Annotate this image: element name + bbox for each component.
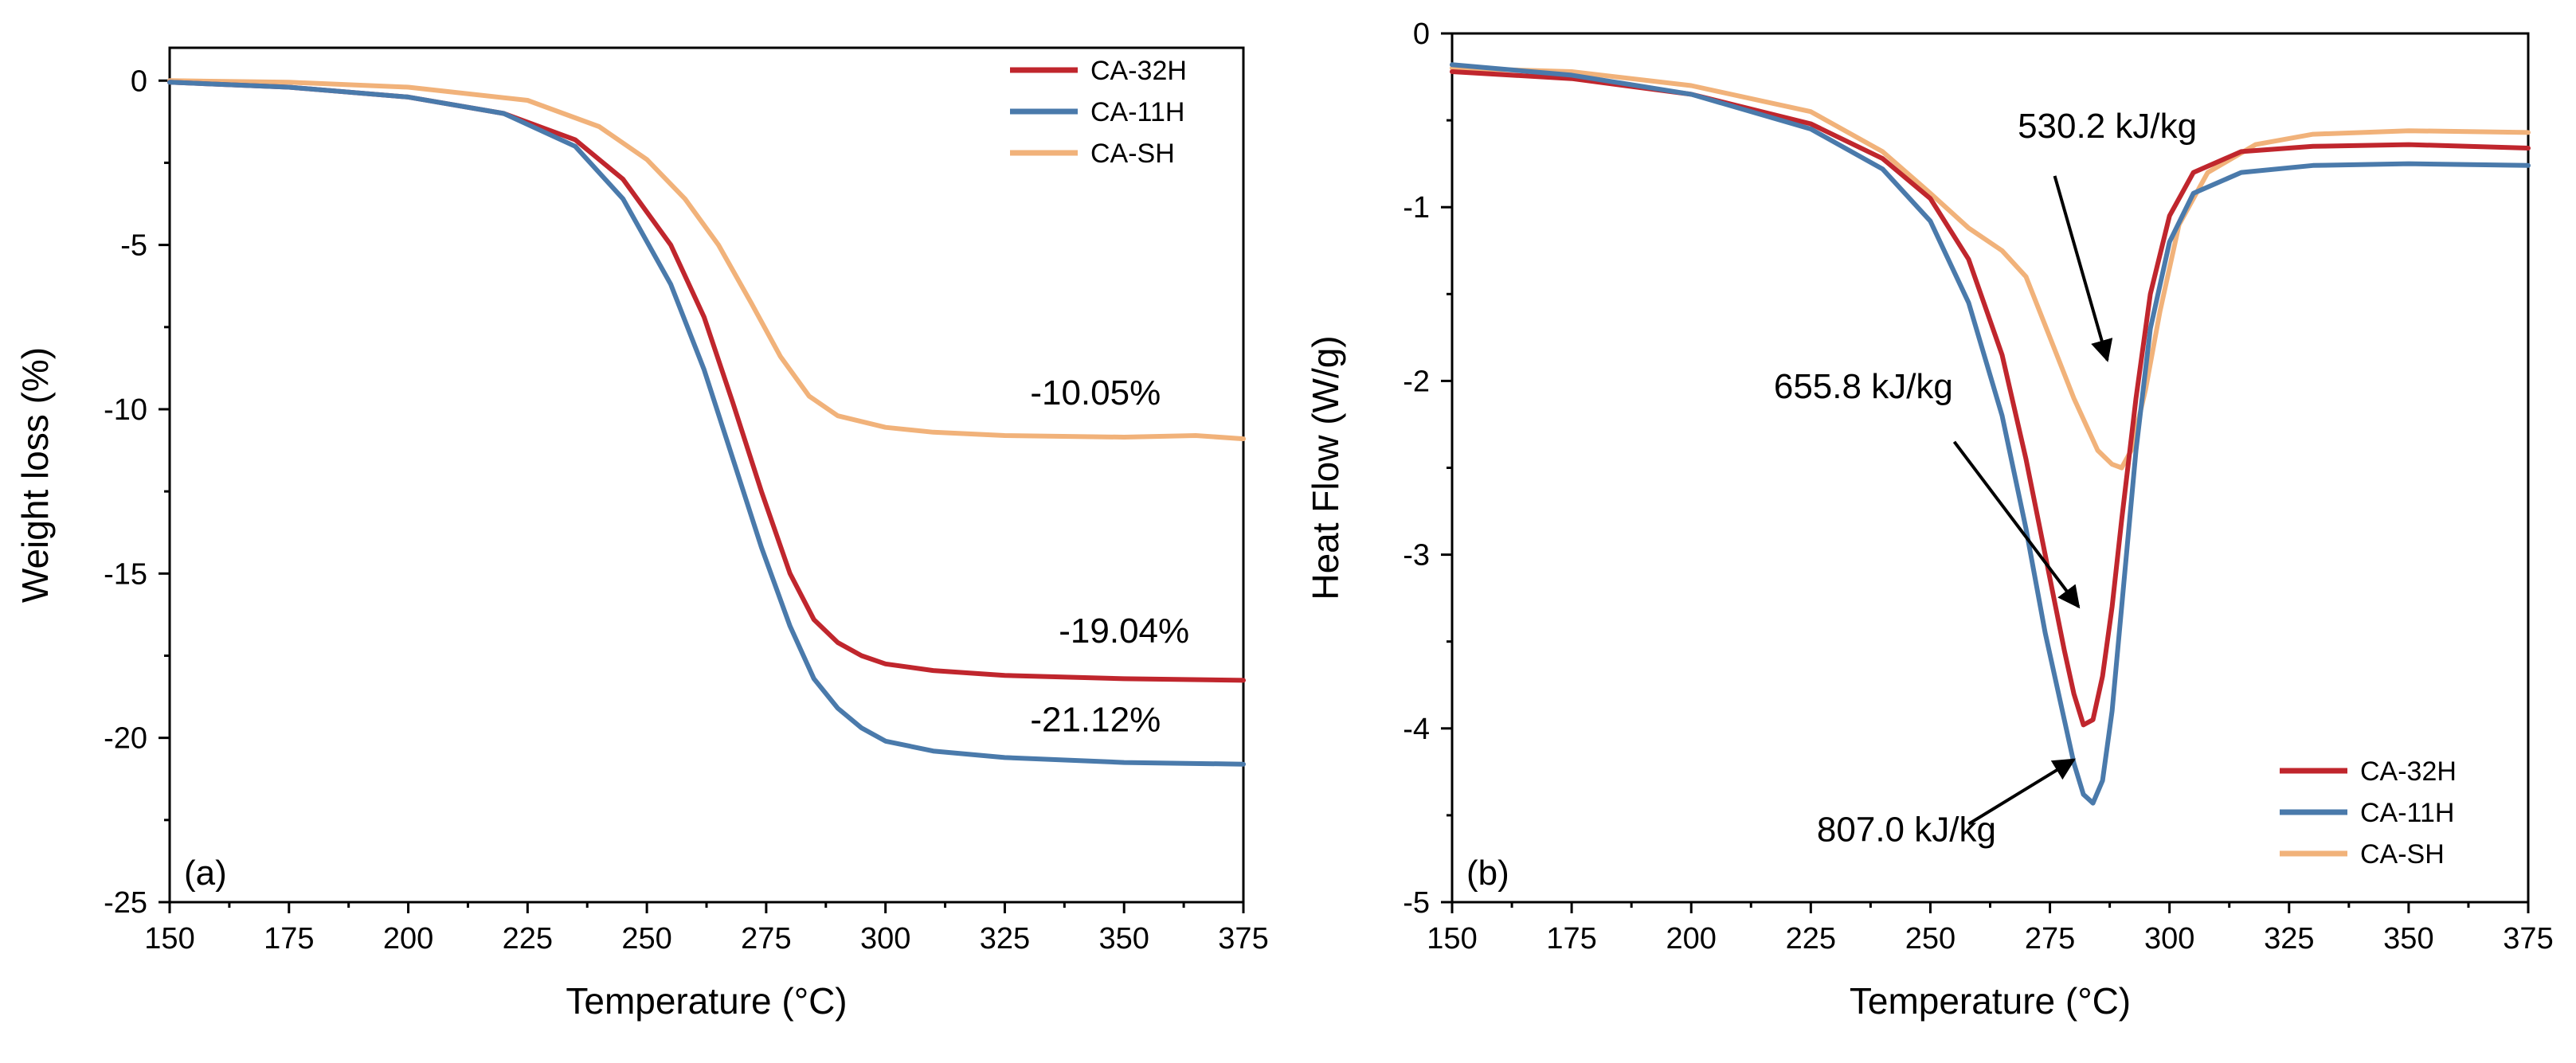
legend-label-ca-11h: CA-11H: [2360, 798, 2454, 828]
y-tick-label: -10: [104, 393, 147, 427]
legend-label-ca-32h: CA-32H: [2360, 756, 2457, 787]
annotation-label: -21.12%: [1030, 700, 1161, 739]
y-tick-label: 0: [1413, 18, 1430, 51]
annotation-label: 807.0 kJ/kg: [1817, 811, 1996, 850]
annotation-arrow: [1967, 758, 2076, 826]
x-tick-label: 300: [2144, 922, 2194, 956]
y-tick-label: -1: [1403, 191, 1430, 225]
x-tick-label: 275: [741, 922, 791, 956]
annotation-label: -19.04%: [1059, 612, 1189, 651]
series-line-ca-sh: [1450, 65, 2531, 471]
x-tick-label: 225: [1786, 922, 1836, 956]
y-axis-title: Heat Flow (W/g): [1305, 335, 1346, 600]
x-tick-label: 325: [2264, 922, 2314, 956]
panel-label: (a): [184, 854, 227, 893]
x-tick-label: 275: [2025, 922, 2075, 956]
annotation-arrow: [1952, 440, 2081, 609]
y-tick-label: -5: [120, 229, 147, 263]
chart-panel-b: 150 175 200 225 250 275 300 325 350 375 0 -1 -2 -3 -4 -…: [1305, 18, 2554, 1022]
annotation-label: 655.8 kJ/kg: [1774, 367, 1953, 406]
x-tick-label: 350: [1099, 922, 1149, 956]
x-tick-label: 325: [980, 922, 1030, 956]
y-tick-label: -2: [1403, 365, 1430, 398]
series-line-ca-11h: [1450, 62, 2531, 806]
y-tick-label: -4: [1403, 713, 1430, 746]
x-tick-label: 250: [621, 922, 671, 956]
legend-label-ca-sh: CA-SH: [1090, 139, 1175, 169]
y-axis-title: Weight loss (%): [14, 347, 56, 603]
annotation-label: -10.05%: [1030, 373, 1161, 412]
legend: CA-32H CA-11H CA-SH: [1010, 56, 1187, 169]
legend-label-ca-32h: CA-32H: [1090, 56, 1187, 86]
y-tick-label: -25: [104, 886, 147, 920]
series-line-ca-sh: [167, 78, 1246, 442]
y-tick-label: -20: [104, 722, 147, 756]
x-tick-label: 375: [2503, 922, 2553, 956]
x-tick-label: 200: [383, 922, 433, 956]
y-tick-label: 0: [131, 64, 147, 98]
x-tick-label: 150: [144, 922, 194, 956]
x-axis-title: Temperature (°C): [1850, 980, 2131, 1022]
series-line-ca-32h: [1450, 69, 2531, 728]
x-tick-label: 375: [1218, 922, 1268, 956]
x-tick-label: 150: [1427, 922, 1477, 956]
chart-panel-a: 150 175 200 225 250 275 300 325 350 375 0 -5 -10 -15 -…: [14, 46, 1269, 1022]
legend: CA-32H CA-11H CA-SH: [2280, 756, 2457, 870]
y-tick-label: -5: [1403, 886, 1430, 920]
x-tick-label: 200: [1666, 922, 1717, 956]
x-tick-label: 175: [264, 922, 314, 956]
y-tick-label: -15: [104, 557, 147, 591]
x-tick-label: 250: [1905, 922, 1955, 956]
x-tick-label: 350: [2383, 922, 2433, 956]
legend-label-ca-11h: CA-11H: [1090, 97, 1184, 127]
plot-frame: [168, 46, 1245, 904]
x-tick-label: 225: [503, 922, 553, 956]
legend-label-ca-sh: CA-SH: [2360, 839, 2445, 870]
annotation-label: 530.2 kJ/kg: [2018, 107, 2197, 146]
panel-label: (b): [1466, 854, 1509, 893]
y-tick-label: -3: [1403, 539, 1430, 573]
x-tick-label: 175: [1546, 922, 1596, 956]
x-axis-title: Temperature (°C): [566, 980, 847, 1022]
annotation-arrow: [2053, 175, 2113, 362]
x-tick-label: 300: [860, 922, 910, 956]
series-line-ca-11h: [167, 80, 1246, 767]
